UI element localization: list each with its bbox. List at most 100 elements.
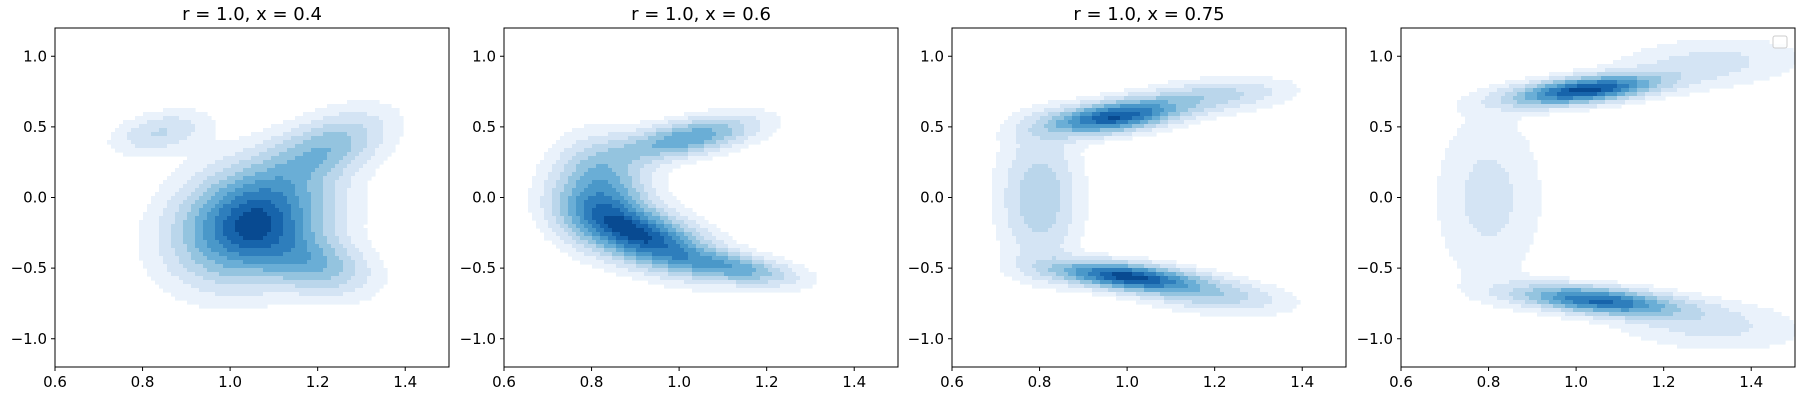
contour-band-level-2	[1048, 164, 1069, 169]
contour-band-level-2	[544, 188, 553, 193]
contour-band-level-1	[1649, 288, 1678, 293]
contour-band-level-1	[744, 140, 761, 145]
contour-band-level-2	[744, 132, 757, 137]
contour-band-level-6	[1076, 272, 1089, 277]
contour-band-level-4	[576, 232, 585, 237]
contour-band-level-1	[672, 160, 697, 165]
contour-band-level-7	[584, 208, 593, 213]
y-tick-label: −1.0	[11, 330, 47, 348]
contour-band-level-6	[584, 224, 593, 229]
contour-band-level-5	[1056, 124, 1073, 129]
contour-band-level-7	[624, 244, 641, 249]
contour-band-level-3	[207, 176, 228, 181]
contour-band-level-1	[187, 156, 224, 161]
contour-band-level-1	[115, 148, 244, 153]
contour-band-level-5	[1541, 296, 1554, 301]
contour-band-level-7	[1096, 276, 1105, 281]
contour-band-level-1	[1437, 180, 1466, 185]
contour-band-level-1	[367, 276, 388, 281]
contour-band-level-4	[311, 212, 324, 217]
contour-band-level-5	[580, 228, 589, 233]
contour-band-level-4	[327, 152, 348, 157]
contour-band-level-5	[672, 132, 717, 137]
contour-band-level-1	[1004, 272, 1025, 277]
contour-band-level-1	[1116, 296, 1141, 301]
contour-band-level-1	[1505, 224, 1538, 229]
contour-band-level-1	[1264, 96, 1293, 101]
contour-band-level-3	[732, 128, 745, 133]
contour-band-level-1	[1072, 220, 1085, 225]
contour-band-level-5	[1144, 288, 1201, 293]
contour-band-level-5	[195, 216, 208, 221]
contour-band-level-2	[1056, 176, 1073, 181]
contour-band-level-5	[303, 228, 312, 233]
contour-band-level-2	[1481, 232, 1498, 237]
contour-band-level-7	[664, 236, 673, 241]
contour-band-level-6	[1633, 300, 1646, 305]
contour-band-level-3	[556, 184, 565, 189]
contour-band-level-1	[167, 176, 192, 181]
contour-band-level-2	[576, 140, 609, 145]
contour-band-level-2	[1020, 252, 1073, 257]
contour-band-level-2	[163, 256, 180, 261]
contour-band-level-1	[195, 124, 216, 129]
contour-band-level-1	[1000, 148, 1017, 153]
contour-band-level-1	[179, 164, 208, 169]
contour-band-level-1	[652, 184, 669, 189]
contour-band-level-1	[1076, 96, 1105, 101]
contour-band-level-1	[367, 264, 384, 269]
contour-band-level-1	[1072, 176, 1089, 181]
contour-band-level-1	[263, 292, 300, 297]
contour-band-level-6	[592, 232, 601, 237]
contour-band-level-6	[207, 240, 220, 245]
contour-band-level-1	[283, 120, 312, 125]
contour-band-level-1	[1437, 216, 1470, 221]
contour-band-level-3	[648, 268, 669, 273]
contour-band-level-3	[628, 136, 649, 141]
contour-band-level-4	[187, 216, 196, 221]
contour-band-level-5	[311, 252, 324, 257]
contour-band-level-2	[1573, 72, 1598, 77]
contour-band-level-2	[1509, 300, 1526, 305]
contour-band-level-3	[343, 156, 356, 161]
contour-band-level-2	[728, 140, 745, 145]
contour-band-level-2	[355, 264, 368, 269]
contour-band-level-2	[335, 220, 348, 225]
subplot-4: 0.6 0.8 1.0 1.2 1.4−1.0−0.50.00.51.0	[1357, 27, 1796, 391]
contour-band-level-3	[1513, 88, 1526, 93]
contour-band-level-7	[1545, 92, 1558, 97]
contour-band-level-2	[660, 276, 693, 281]
contour-band-level-2	[1056, 172, 1073, 177]
contour-band-level-7	[1140, 112, 1153, 117]
contour-band-level-5	[1140, 100, 1169, 105]
contour-band-level-4	[560, 196, 569, 201]
contour-band-level-1	[1441, 224, 1474, 229]
contour-band-level-5	[195, 232, 204, 237]
contour-band-level-3	[179, 208, 192, 213]
contour-band-level-8	[1601, 88, 1614, 93]
contour-band-level-1	[1224, 108, 1257, 113]
contour-band-level-4	[1156, 96, 1205, 101]
contour-band-level-6	[223, 196, 236, 201]
contour-band-level-7	[215, 232, 224, 237]
contour-band-level-1	[1072, 188, 1089, 193]
contour-band-level-4	[1060, 112, 1073, 117]
contour-band-level-2	[235, 152, 260, 157]
contour-band-level-2	[127, 132, 152, 137]
contour-band-level-3	[1144, 264, 1161, 269]
contour-band-level-1	[1513, 192, 1542, 197]
contour-band-level-4	[692, 240, 701, 245]
contour-band-level-1	[151, 200, 168, 205]
contour-band-level-4	[1569, 100, 1590, 105]
x-tick-label: 1.0	[1115, 373, 1139, 391]
contour-band-level-4	[652, 212, 661, 217]
contour-band-level-4	[580, 236, 593, 241]
contour-band-level-5	[1649, 304, 1666, 309]
contour-band-level-1	[347, 100, 380, 105]
contour-band-level-4	[307, 180, 324, 185]
contour-band-level-1	[147, 204, 168, 209]
contour-band-level-4	[752, 272, 773, 277]
contour-band-level-1	[1701, 80, 1754, 85]
contour-band-level-9	[239, 232, 268, 237]
contour-band-level-7	[660, 232, 669, 237]
